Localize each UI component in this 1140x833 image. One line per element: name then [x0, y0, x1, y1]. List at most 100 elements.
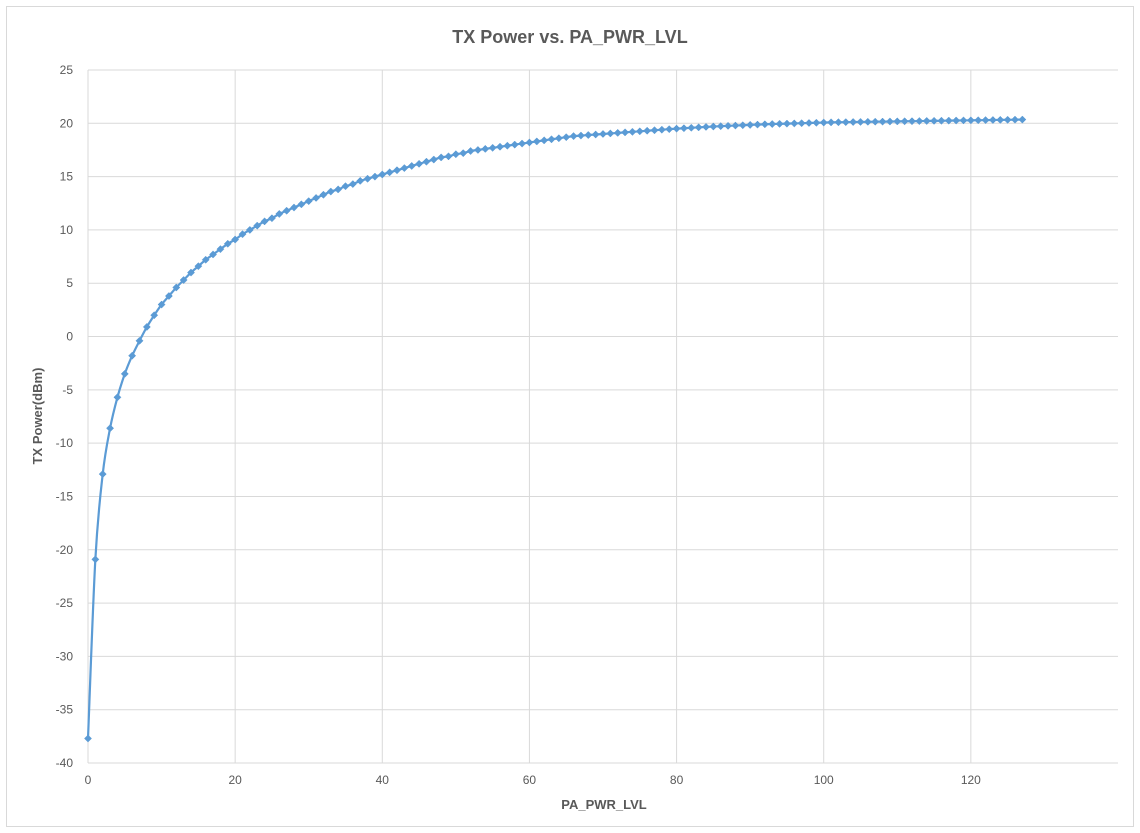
- data-point: [805, 119, 813, 127]
- data-point: [532, 137, 541, 146]
- data-point: [952, 116, 961, 125]
- data-point: [819, 118, 828, 127]
- data-point: [996, 115, 1005, 124]
- data-point: [209, 250, 218, 259]
- data-point: [1018, 115, 1027, 124]
- data-point: [282, 206, 291, 215]
- y-tick-label: -20: [56, 543, 74, 557]
- data-point: [238, 230, 247, 239]
- data-point: [731, 121, 740, 130]
- data-point: [974, 116, 983, 125]
- data-point: [1011, 115, 1019, 124]
- data-point: [679, 124, 688, 133]
- data-point: [407, 162, 416, 170]
- data-point: [885, 117, 894, 126]
- y-tick-label: -15: [56, 489, 74, 503]
- y-tick-label: -40: [56, 756, 74, 770]
- data-point: [922, 117, 931, 125]
- y-tick-label: -35: [56, 703, 74, 717]
- data-point: [187, 268, 195, 277]
- data-point: [966, 116, 975, 125]
- data-point: [488, 143, 497, 152]
- data-point: [370, 172, 379, 181]
- data-point: [746, 120, 755, 129]
- y-tick-label: -10: [56, 436, 74, 450]
- data-point: [84, 734, 92, 743]
- data-point: [297, 200, 306, 209]
- data-point: [201, 255, 210, 264]
- data-point: [988, 116, 997, 124]
- data-point: [179, 276, 188, 284]
- y-tick-label: -25: [56, 596, 74, 610]
- data-point: [128, 351, 137, 360]
- data-point: [326, 187, 335, 196]
- data-point: [569, 132, 578, 141]
- data-point: [106, 424, 115, 433]
- data-point: [584, 131, 593, 139]
- data-point: [547, 135, 556, 144]
- x-gridlines: [87, 70, 972, 763]
- data-point: [760, 120, 769, 129]
- data-point: [267, 214, 276, 223]
- data-point: [363, 174, 372, 183]
- x-axis-title: PA_PWR_LVL: [561, 797, 647, 812]
- data-point: [738, 121, 747, 130]
- data-point: [716, 122, 725, 131]
- data-point: [91, 555, 100, 564]
- data-point: [657, 125, 666, 134]
- data-point: [157, 300, 166, 309]
- data-point: [981, 116, 990, 125]
- x-tick-label: 40: [376, 773, 390, 787]
- x-tick-label: 0: [85, 773, 92, 787]
- data-point: [937, 116, 946, 125]
- y-tick-label: -5: [62, 383, 73, 397]
- y-tick-label: 15: [60, 170, 74, 184]
- data-point: [621, 128, 630, 137]
- data-point: [194, 262, 203, 271]
- data-point: [393, 166, 401, 175]
- data-point: [959, 116, 968, 125]
- data-point: [503, 141, 512, 150]
- data-point: [643, 126, 652, 135]
- data-point: [422, 157, 431, 166]
- y-tick-label: 20: [60, 116, 74, 130]
- data-point: [1003, 115, 1012, 124]
- data-point: [466, 147, 475, 155]
- data-point: [650, 126, 659, 135]
- data-point: [724, 121, 733, 130]
- data-point: [459, 149, 468, 158]
- data-point: [554, 134, 563, 143]
- data-point: [113, 393, 122, 402]
- data-point: [849, 118, 858, 126]
- data-point: [518, 139, 527, 148]
- data-point: [429, 155, 438, 164]
- data-point: [672, 124, 681, 133]
- data-point: [606, 129, 615, 138]
- data-point: [142, 322, 151, 331]
- data-point: [834, 118, 843, 127]
- data-point: [451, 150, 460, 159]
- data-point: [812, 118, 821, 127]
- data-point: [628, 127, 637, 136]
- data-point: [216, 245, 225, 254]
- chart-title: TX Power vs. PA_PWR_LVL: [452, 27, 687, 47]
- data-point: [753, 120, 762, 129]
- data-point: [253, 221, 262, 230]
- data-point: [223, 239, 232, 248]
- x-tick-label: 100: [814, 773, 834, 787]
- x-tick-labels: 0 20 40 60 80 100 120: [85, 773, 982, 787]
- data-point: [856, 117, 865, 126]
- data-point: [135, 336, 144, 345]
- chart-area: [6, 6, 1134, 827]
- data-point: [275, 209, 284, 218]
- x-tick-label: 80: [670, 773, 684, 787]
- y-tick-labels: 25 20 15 10 5 0 -5 -10 -15 -20 -25 -30 -35 -40: [56, 63, 74, 770]
- data-point: [312, 193, 321, 202]
- data-point: [98, 470, 107, 479]
- data-point: [878, 117, 887, 126]
- data-point: [576, 131, 585, 140]
- data-point: [900, 117, 909, 126]
- data-point: [775, 119, 784, 128]
- data-point: [694, 123, 703, 132]
